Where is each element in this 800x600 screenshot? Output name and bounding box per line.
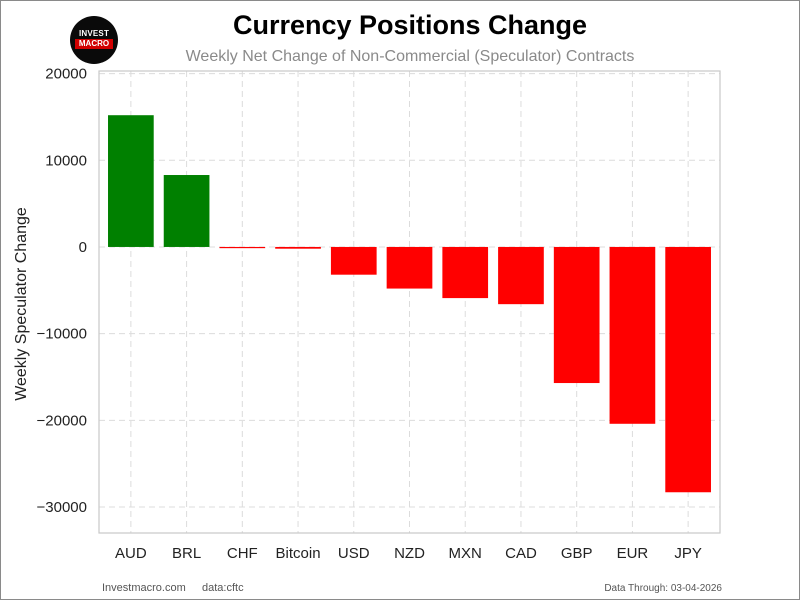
bar-brl <box>163 175 210 247</box>
chart-title: Currency Positions Change <box>232 10 588 40</box>
x-tick-label-gbp: GBP <box>561 545 593 562</box>
y-tick-label: −20000 <box>37 412 87 429</box>
y-tick-label: 0 <box>79 239 87 256</box>
y-tick-label: −30000 <box>37 499 87 516</box>
bar-chf <box>219 246 266 249</box>
x-tick-label-chf: CHF <box>227 545 258 562</box>
x-tick-label-bitcoin: Bitcoin <box>276 545 321 562</box>
investmacro-logo: INVEST MACRO <box>70 16 118 64</box>
logo-text-bottom: MACRO <box>75 39 113 49</box>
y-axis-label: Weekly Speculator Change <box>13 207 30 401</box>
y-tick-labels: 20000 10000 0 −10000 −20000 −30000 <box>37 66 87 516</box>
x-tick-label-nzd: NZD <box>394 545 425 562</box>
chart-subtitle: Weekly Net Change of Non-Commercial (Spe… <box>185 48 635 65</box>
y-tick-label: 20000 <box>45 66 87 83</box>
logo-text-top: INVEST <box>78 29 110 38</box>
x-tick-label-brl: BRL <box>172 545 201 562</box>
bar-aud <box>108 115 154 247</box>
x-tick-label-cad: CAD <box>505 545 537 562</box>
grid-layer <box>99 71 720 533</box>
bar-cad <box>498 246 544 305</box>
x-tick-label-aud: AUD <box>115 545 147 562</box>
bar-jpy <box>665 246 711 493</box>
bar-layer <box>108 115 711 493</box>
bar-eur <box>609 246 656 424</box>
footer-site: Investmacro.com <box>102 582 186 594</box>
x-tick-label-usd: USD <box>338 545 370 562</box>
footer-source: data:cftc <box>202 582 244 594</box>
bar-usd <box>330 246 377 275</box>
x-tick-label-mxn: MXN <box>449 545 482 562</box>
bar-bitcoin <box>275 246 321 249</box>
footer-date: Data Through: 03-04-2026 <box>604 583 722 594</box>
y-tick-label: 10000 <box>45 152 87 169</box>
bar-nzd <box>386 246 433 289</box>
bar-gbp <box>553 246 600 384</box>
bar-mxn <box>442 246 489 299</box>
plot-border <box>98 70 721 534</box>
x-tick-labels: AUD BRL CHF Bitcoin USD NZD MXN CAD GBP EUR JPY <box>115 545 702 562</box>
x-tick-label-jpy: JPY <box>674 545 702 562</box>
y-tick-label: −10000 <box>37 326 87 343</box>
x-tick-label-eur: EUR <box>617 545 649 562</box>
